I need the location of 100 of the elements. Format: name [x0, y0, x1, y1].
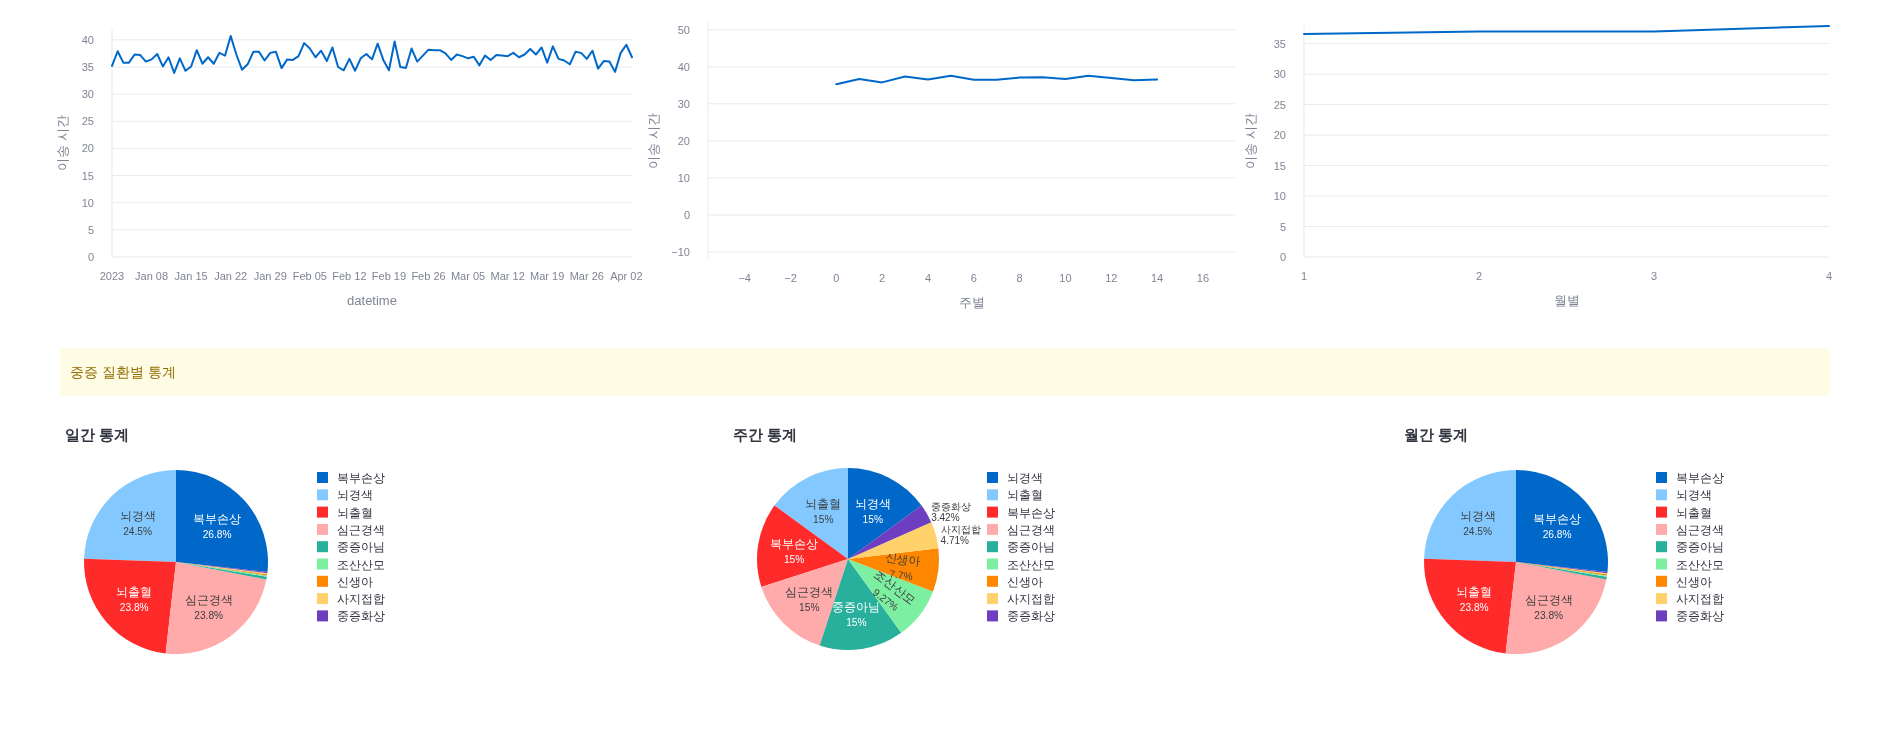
legend-label: 중증화상	[337, 610, 385, 623]
x-tick-label: 4	[1825, 270, 1833, 282]
y-tick-label: 35	[1273, 37, 1286, 50]
slice-label: 복부손상	[770, 537, 819, 552]
y-tick-label: 25	[81, 115, 94, 128]
x-tick-label: 8	[1016, 272, 1023, 285]
legend-label: 중증화상	[1007, 610, 1055, 623]
data-label: 23.8%	[194, 610, 224, 622]
slice-label: 신생아	[884, 550, 922, 569]
x-tick-label: 1	[1300, 270, 1308, 282]
legend-label: 중증아님	[337, 541, 385, 554]
y-tick-label: 40	[677, 60, 690, 73]
data-label: 26.8%	[202, 529, 232, 541]
slice-label: 뇌경색	[119, 509, 156, 524]
data-label: 15%	[813, 514, 834, 526]
legend-label: 뇌출혈	[1676, 506, 1712, 519]
data-label: 4.71%	[940, 534, 970, 546]
x-tick-label: 6	[970, 272, 977, 285]
x-tick-label: Jan 22	[214, 270, 248, 282]
x-tick-label: Mar 19	[530, 270, 565, 282]
slice-label: 뇌경색	[1459, 509, 1496, 524]
x-tick-label: Jan 08	[135, 270, 169, 282]
x-tick-label: 2	[1475, 270, 1483, 282]
y-tick-label: 30	[677, 97, 690, 110]
legend-label: 심근경색	[1007, 523, 1055, 536]
legend-label: 뇌경색	[337, 489, 373, 502]
y-tick-label: 10	[81, 196, 94, 209]
legend-label: 사지접합	[337, 593, 385, 606]
legend-label: 신생아	[337, 575, 373, 588]
legend-label: 중증화상	[1676, 610, 1724, 623]
x-axis-title: 월별	[1553, 293, 1580, 308]
x-axis-title: 주별	[958, 295, 985, 311]
data-label: 23.8%	[1534, 610, 1564, 622]
slice-label: 복부손상	[193, 512, 242, 527]
legend-label: 뇌출혈	[337, 506, 373, 519]
data-label: 26.8%	[1542, 529, 1572, 541]
y-tick-label: 20	[81, 142, 94, 155]
legend-label: 중증아님	[1676, 541, 1724, 554]
legend-label: 복부손상	[1007, 506, 1055, 519]
y-tick-label: 40	[81, 33, 94, 46]
pie-slice	[165, 562, 267, 654]
slice-label: 뇌경색	[854, 497, 891, 512]
x-axis-title: datetime	[347, 293, 397, 308]
y-tick-label: 15	[81, 169, 94, 182]
legend-label: 복부손상	[337, 472, 385, 484]
chart-title: 월간 통계	[1404, 426, 1469, 443]
slice-label: 복부손상	[1533, 512, 1582, 527]
x-tick-label: 2023	[99, 270, 125, 282]
x-tick-label: 3	[1650, 270, 1658, 282]
legend-label: 조산산모	[1676, 558, 1724, 571]
data-label: 15%	[799, 601, 820, 613]
y-tick-label: 10	[677, 171, 690, 184]
slice-label: 뇌출혈	[116, 585, 153, 600]
y-tick-label: 5	[1279, 220, 1286, 233]
y-tick-label: 50	[677, 23, 690, 36]
x-tick-label: Mar 05	[450, 270, 486, 282]
pie-slice	[1424, 558, 1516, 654]
pie-slice	[84, 470, 176, 562]
pie-slice	[176, 470, 268, 573]
data-label: 24.5%	[123, 526, 153, 538]
slice-label: 심근경색	[1524, 593, 1573, 608]
y-tick-label: 10	[1273, 190, 1286, 203]
data-label: 24.5%	[1463, 526, 1493, 538]
y-tick-label: 0	[683, 208, 690, 221]
line-series	[111, 35, 633, 74]
legend-label: 신생아	[1676, 575, 1712, 588]
slice-label: 중증화상	[931, 501, 972, 513]
legend-label: 사지접합	[1007, 593, 1055, 606]
x-tick-label: Jan 15	[174, 270, 208, 282]
x-tick-label: 2	[879, 272, 886, 285]
y-axis-title: 이송 시간	[1243, 113, 1258, 170]
x-tick-label: Feb 12	[332, 270, 367, 282]
legend-label: 조산산모	[1007, 558, 1055, 571]
pie-slice	[1516, 470, 1608, 573]
y-tick-label: 5	[87, 223, 94, 236]
line-series	[835, 74, 1159, 86]
pie-slice	[1424, 470, 1516, 562]
slice-label: 심근경색	[184, 593, 233, 608]
legend-label: 뇌경색	[1007, 472, 1043, 484]
pie-slice	[1505, 562, 1607, 654]
data-label: 15%	[846, 616, 867, 628]
legend-label: 신생아	[1007, 575, 1043, 588]
legend-label: 조산산모	[337, 558, 385, 571]
y-tick-label: 30	[81, 88, 94, 101]
x-tick-label: Feb 05	[292, 270, 327, 282]
legend-label: 사지접합	[1676, 593, 1724, 606]
x-tick-label: 12	[1105, 272, 1118, 285]
x-tick-label: −4	[738, 272, 751, 285]
y-axis-title: 이송 시간	[646, 113, 661, 169]
x-tick-label: 14	[1150, 272, 1164, 285]
y-tick-label: 20	[1273, 129, 1286, 142]
x-tick-label: 10	[1059, 272, 1072, 285]
y-tick-label: 25	[1273, 98, 1286, 111]
y-tick-label: 30	[1273, 68, 1286, 81]
slice-label: 뇌출혈	[1456, 585, 1493, 600]
legend-label: 심근경색	[1676, 523, 1724, 536]
y-tick-label: 0	[1279, 251, 1286, 263]
y-tick-label: 20	[677, 134, 690, 147]
slice-label: 사지접합	[940, 523, 981, 535]
data-label: 15%	[862, 514, 883, 526]
